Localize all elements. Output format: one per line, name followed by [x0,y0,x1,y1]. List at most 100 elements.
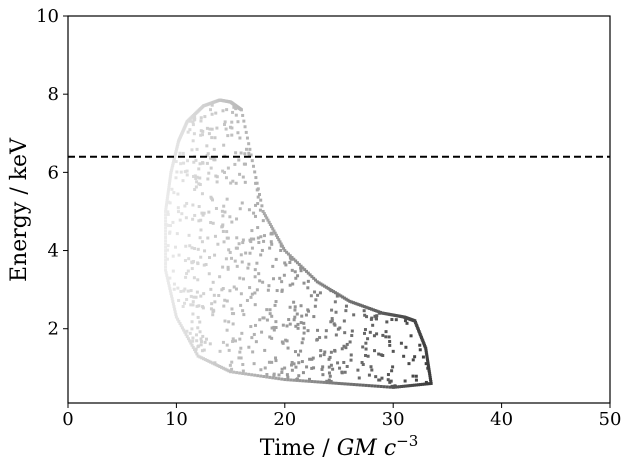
data-point [209,156,213,160]
data-point [193,188,197,192]
data-point [289,378,293,382]
data-point [250,336,254,340]
data-point [272,325,276,329]
data-point [164,242,168,246]
data-point [413,355,417,359]
data-point [268,312,272,316]
data-point [234,113,238,117]
data-point [169,173,173,177]
data-point [239,151,243,155]
data-point [370,384,374,388]
data-point [189,289,193,293]
data-point [261,280,265,284]
data-point [241,369,245,373]
data-point [425,356,429,360]
data-point [410,383,414,387]
data-point [262,316,266,320]
x-axis-label-text: Time / [260,436,337,461]
data-point [290,360,294,364]
data-point [231,179,235,183]
data-point [260,248,264,252]
data-point [209,108,213,112]
data-point [176,286,180,290]
data-point [373,314,377,318]
data-point [166,190,170,194]
data-point [329,289,333,293]
data-point [247,208,251,212]
data-point [164,205,168,209]
data-point [194,333,198,337]
data-point [421,355,425,359]
data-point [185,201,189,205]
data-point [175,170,179,174]
data-point [294,365,298,369]
data-point [403,319,407,323]
data-point [321,373,325,377]
data-point [164,236,168,240]
data-point [201,213,205,217]
data-point [184,275,188,279]
data-point [210,197,214,201]
data-point [361,383,365,387]
data-point [253,268,257,272]
data-point [225,197,229,201]
data-point [200,192,204,196]
data-point [334,381,338,385]
data-point [179,289,183,293]
data-point [205,358,209,362]
data-point [263,348,267,352]
data-point [293,308,297,312]
data-point [343,382,347,386]
data-point [169,292,173,296]
data-point [367,384,371,388]
data-point [251,350,255,354]
data-point [428,372,432,376]
data-point [195,339,199,343]
data-point [185,329,189,333]
data-point [198,236,202,240]
data-point [207,272,211,276]
data-point [192,348,196,352]
data-point [224,176,228,180]
data-point [192,295,196,299]
x-tick-label: 0 [62,409,73,430]
data-point [188,119,192,123]
data-point [175,232,179,236]
data-point [210,103,214,107]
data-point [362,309,366,313]
data-point [301,379,305,383]
y-tick-label: 8 [48,84,59,105]
data-point [242,119,246,123]
data-point [324,329,328,333]
data-point [164,216,168,220]
data-point [168,175,172,179]
data-point [375,314,379,318]
data-point [365,315,369,319]
data-point [188,331,192,335]
data-point [236,120,240,124]
data-point [253,303,257,307]
data-point [222,143,226,147]
data-point [268,335,272,339]
data-point [267,360,271,364]
data-point [187,257,191,261]
data-point [212,147,216,151]
data-point [221,229,225,233]
data-point [207,210,211,214]
data-point [245,136,249,140]
data-point [215,126,219,130]
data-point [220,365,224,369]
data-point [199,337,203,341]
y-tick-label: 10 [36,6,59,27]
data-point [424,380,428,384]
data-point [203,249,207,253]
data-point [344,297,348,301]
data-point [218,275,222,279]
data-point [327,371,331,375]
data-point [277,238,281,242]
data-point [271,227,275,231]
data-point [213,300,217,304]
data-point [323,284,327,288]
data-point [200,240,204,244]
data-point [185,169,189,173]
